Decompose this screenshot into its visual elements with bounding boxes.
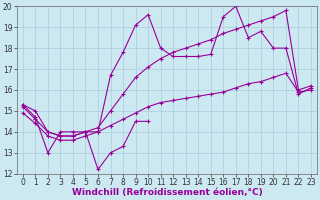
X-axis label: Windchill (Refroidissement éolien,°C): Windchill (Refroidissement éolien,°C) <box>72 188 262 197</box>
